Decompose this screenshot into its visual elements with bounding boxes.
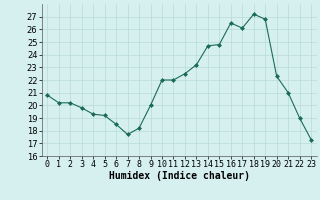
- X-axis label: Humidex (Indice chaleur): Humidex (Indice chaleur): [109, 171, 250, 181]
